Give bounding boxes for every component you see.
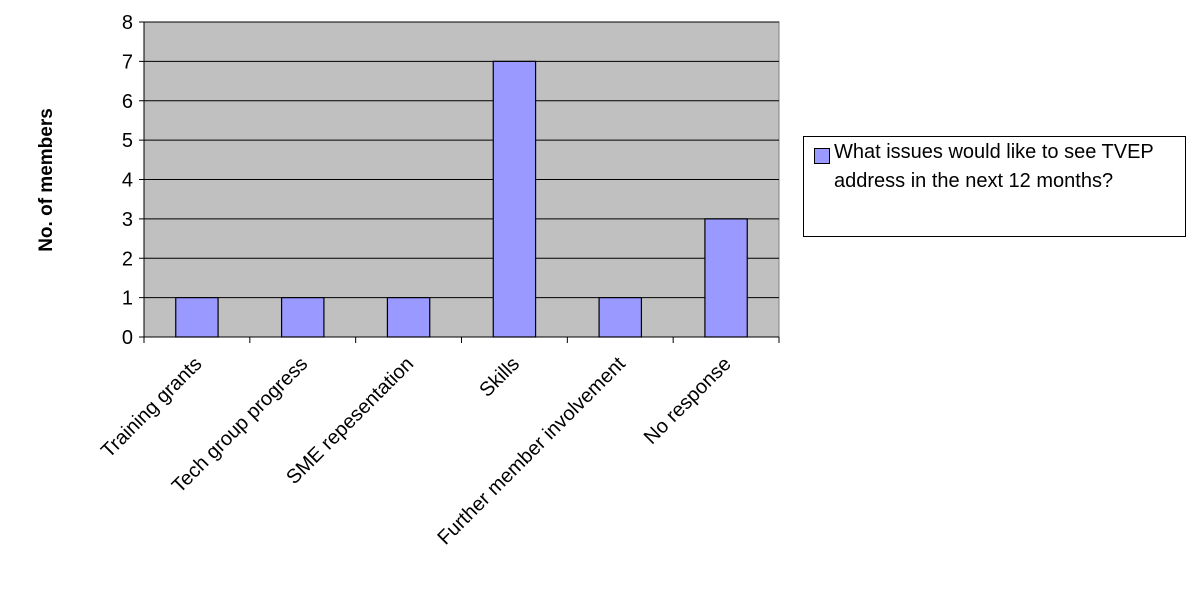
y-tick-label: 2 bbox=[122, 248, 133, 270]
y-tick-label: 0 bbox=[122, 327, 133, 349]
x-tick-label: Skills bbox=[475, 353, 524, 402]
axes bbox=[139, 21, 780, 343]
x-tick-label: Further member involvement bbox=[433, 353, 630, 550]
legend-swatch bbox=[814, 148, 830, 164]
x-tick-label: Training grants bbox=[97, 353, 206, 462]
y-tick-label: 6 bbox=[122, 91, 133, 113]
x-tick-label: No response bbox=[640, 353, 736, 449]
bar bbox=[386, 297, 431, 338]
legend: What issues would like to see TVEP addre… bbox=[803, 136, 1186, 237]
y-tick-label: 3 bbox=[122, 209, 133, 231]
bars bbox=[175, 60, 748, 338]
y-tick-label: 1 bbox=[122, 288, 133, 310]
bar bbox=[492, 60, 537, 338]
y-tick-label: 5 bbox=[122, 130, 133, 152]
y-tick-label: 8 bbox=[122, 12, 133, 34]
y-tick-labels: 0 1 2 3 4 5 6 7 8 bbox=[122, 12, 133, 349]
y-axis-label: No. of members bbox=[36, 108, 57, 252]
legend-label: What issues would like to see TVEP addre… bbox=[834, 141, 1154, 192]
bar bbox=[175, 297, 219, 338]
bar bbox=[280, 297, 325, 338]
bar bbox=[704, 218, 748, 338]
y-tick-label: 7 bbox=[122, 51, 133, 73]
bar bbox=[598, 297, 643, 338]
y-tick-label: 4 bbox=[122, 170, 133, 192]
gridlines bbox=[144, 21, 779, 299]
